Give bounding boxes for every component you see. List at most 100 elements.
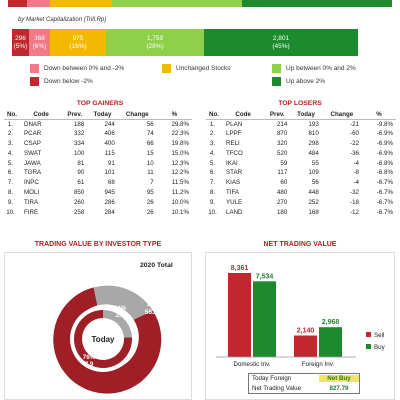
table-row: 8. MOLI 850 945 95 11.2% [4, 188, 192, 198]
cell-code: TIRA [24, 198, 39, 206]
cell-no: 8. [209, 188, 216, 196]
legend-label: Down between 0% and -2% [44, 65, 125, 72]
col-change: Change [117, 110, 157, 120]
mcap-value: 1,759 [146, 34, 164, 42]
mcap-seg-up-2: 2,801 (45%) [204, 29, 358, 56]
col-prev: Prev. [264, 110, 291, 120]
net-trading-title: NET TRADING VALUE [263, 241, 337, 248]
donut-center-label: Today [92, 335, 116, 344]
cell-pct: -6.8% [376, 169, 393, 177]
summary-row-status: Today Foreign Net Buy [249, 374, 359, 384]
inner-local-pct: 76% [83, 354, 96, 361]
cell-no: 4. [209, 149, 216, 157]
cell-code: RELI [226, 139, 240, 147]
cell-prev: 61 [77, 179, 85, 187]
cell-code: INPC [24, 179, 39, 187]
table-row: 2. PCAR 332 406 74 22.3% [4, 129, 192, 139]
cell-today: 484 [308, 149, 319, 157]
cell-code: LPPF [226, 130, 242, 138]
donut-center [83, 319, 123, 359]
table-row: 1. PLAN 214 193 -21 -9.8% [206, 119, 396, 129]
cell-code: TIFA [226, 188, 240, 196]
cell-no: 6. [209, 169, 216, 177]
cell-pct: -6.7% [376, 198, 393, 206]
summary-status-value: Net Buy [319, 375, 359, 383]
cell-prev: 870 [276, 130, 288, 138]
cell-code: TFCO [226, 149, 243, 157]
cell-prev: 100 [73, 149, 85, 157]
cell-change: -12 [350, 208, 359, 216]
cell-code: YULE [226, 198, 243, 206]
legend-label: Buy [374, 344, 386, 351]
cell-today: 56 [311, 179, 319, 187]
cell-pct: -6.9% [376, 139, 393, 147]
category-label: Domestic Inv. [233, 361, 270, 368]
cell-pct: 19.8% [171, 139, 189, 147]
top-gainers-table: No. Code Prev. Today Change % 1. DNAR 188 2… [4, 110, 192, 217]
cell-prev: 81 [77, 159, 85, 167]
cell-today: 244 [104, 120, 115, 128]
bar-sell-0 [228, 273, 251, 357]
cell-prev: 480 [276, 188, 288, 196]
legend-swatch [366, 344, 371, 349]
cell-pct: -6.7% [376, 188, 393, 196]
legend-swatch [30, 64, 39, 73]
cell-pct: 22.3% [171, 130, 189, 138]
cell-change: -60 [350, 130, 359, 138]
cell-today: 286 [104, 198, 115, 206]
legend-label: Sell [374, 332, 384, 339]
cell-prev: 59 [280, 159, 288, 167]
bar-data-label: 7,534 [256, 273, 274, 280]
cell-pct: -6.8% [376, 159, 393, 167]
cell-prev: 214 [276, 120, 288, 128]
cell-pct: -6.7% [376, 179, 393, 187]
mcap-seg-unchanged: 975 (16%) [50, 29, 106, 56]
mcap-pct: (6%) [32, 42, 47, 50]
cell-change: 11 [147, 169, 154, 177]
legend-up-0-2: Up between 0% and 2% [272, 64, 356, 73]
strip-seg-unchanged [50, 0, 112, 7]
cell-no: 10. [208, 208, 217, 216]
legend-swatch [272, 77, 281, 86]
table-row: 7. KIAS 60 56 -4 -6.7% [206, 178, 396, 188]
cell-pct: 12.2% [171, 169, 189, 177]
cell-prev: 117 [277, 169, 288, 177]
table-row: 1. DNAR 188 244 56 29.8% [4, 119, 192, 129]
cell-no: 5. [209, 159, 216, 167]
outer-local-value: 1,084.1 [42, 370, 64, 377]
table-row: 10. LAND 180 168 -12 -6.7% [206, 207, 396, 217]
cell-prev: 320 [276, 139, 288, 147]
table-row: 7. INPC 61 68 7 11.5% [4, 178, 192, 188]
legend-swatch [272, 64, 281, 73]
cell-code: KIAS [226, 179, 241, 187]
mcap-value: 296 [15, 34, 26, 42]
bar-data-label: 8,361 [231, 265, 249, 272]
mcap-seg-up-0: 1,759 (28%) [106, 29, 204, 56]
cell-prev: 850 [73, 188, 85, 196]
cell-change: 26 [146, 198, 154, 206]
strip-seg-down-2 [8, 0, 27, 7]
mcap-pct: (16%) [69, 42, 87, 50]
legend-swatch [30, 77, 39, 86]
cell-today: 945 [104, 188, 115, 196]
investor-type-panel: Today 34% 563.6 66% 1,084.1 24% 2.6 76% … [4, 252, 192, 400]
cell-change: -18 [350, 198, 359, 206]
inner-foreign-value: 2.6 [116, 312, 125, 319]
bar-data-label: 2,968 [322, 319, 340, 326]
outer-foreign-pct: 34% [146, 301, 159, 308]
bar-sell-1 [294, 335, 317, 357]
col-today: Today [87, 110, 118, 120]
cell-change: 10 [146, 159, 154, 167]
col-pct: % [156, 110, 192, 120]
inner-local-value: 7.9 [85, 361, 94, 368]
legend-label: Up between 0% and 2% [286, 65, 356, 72]
mcap-value: 2,801 [272, 34, 290, 42]
cell-code: FIRE [24, 208, 39, 216]
outer-ring-foreign [93, 285, 153, 320]
cell-no: 5. [7, 159, 14, 167]
cell-pct: 10.1% [171, 208, 189, 216]
cell-code: PCAR [24, 130, 42, 138]
cell-prev: 90 [77, 169, 85, 177]
cell-today: 448 [308, 188, 319, 196]
col-code: Code [222, 110, 265, 120]
